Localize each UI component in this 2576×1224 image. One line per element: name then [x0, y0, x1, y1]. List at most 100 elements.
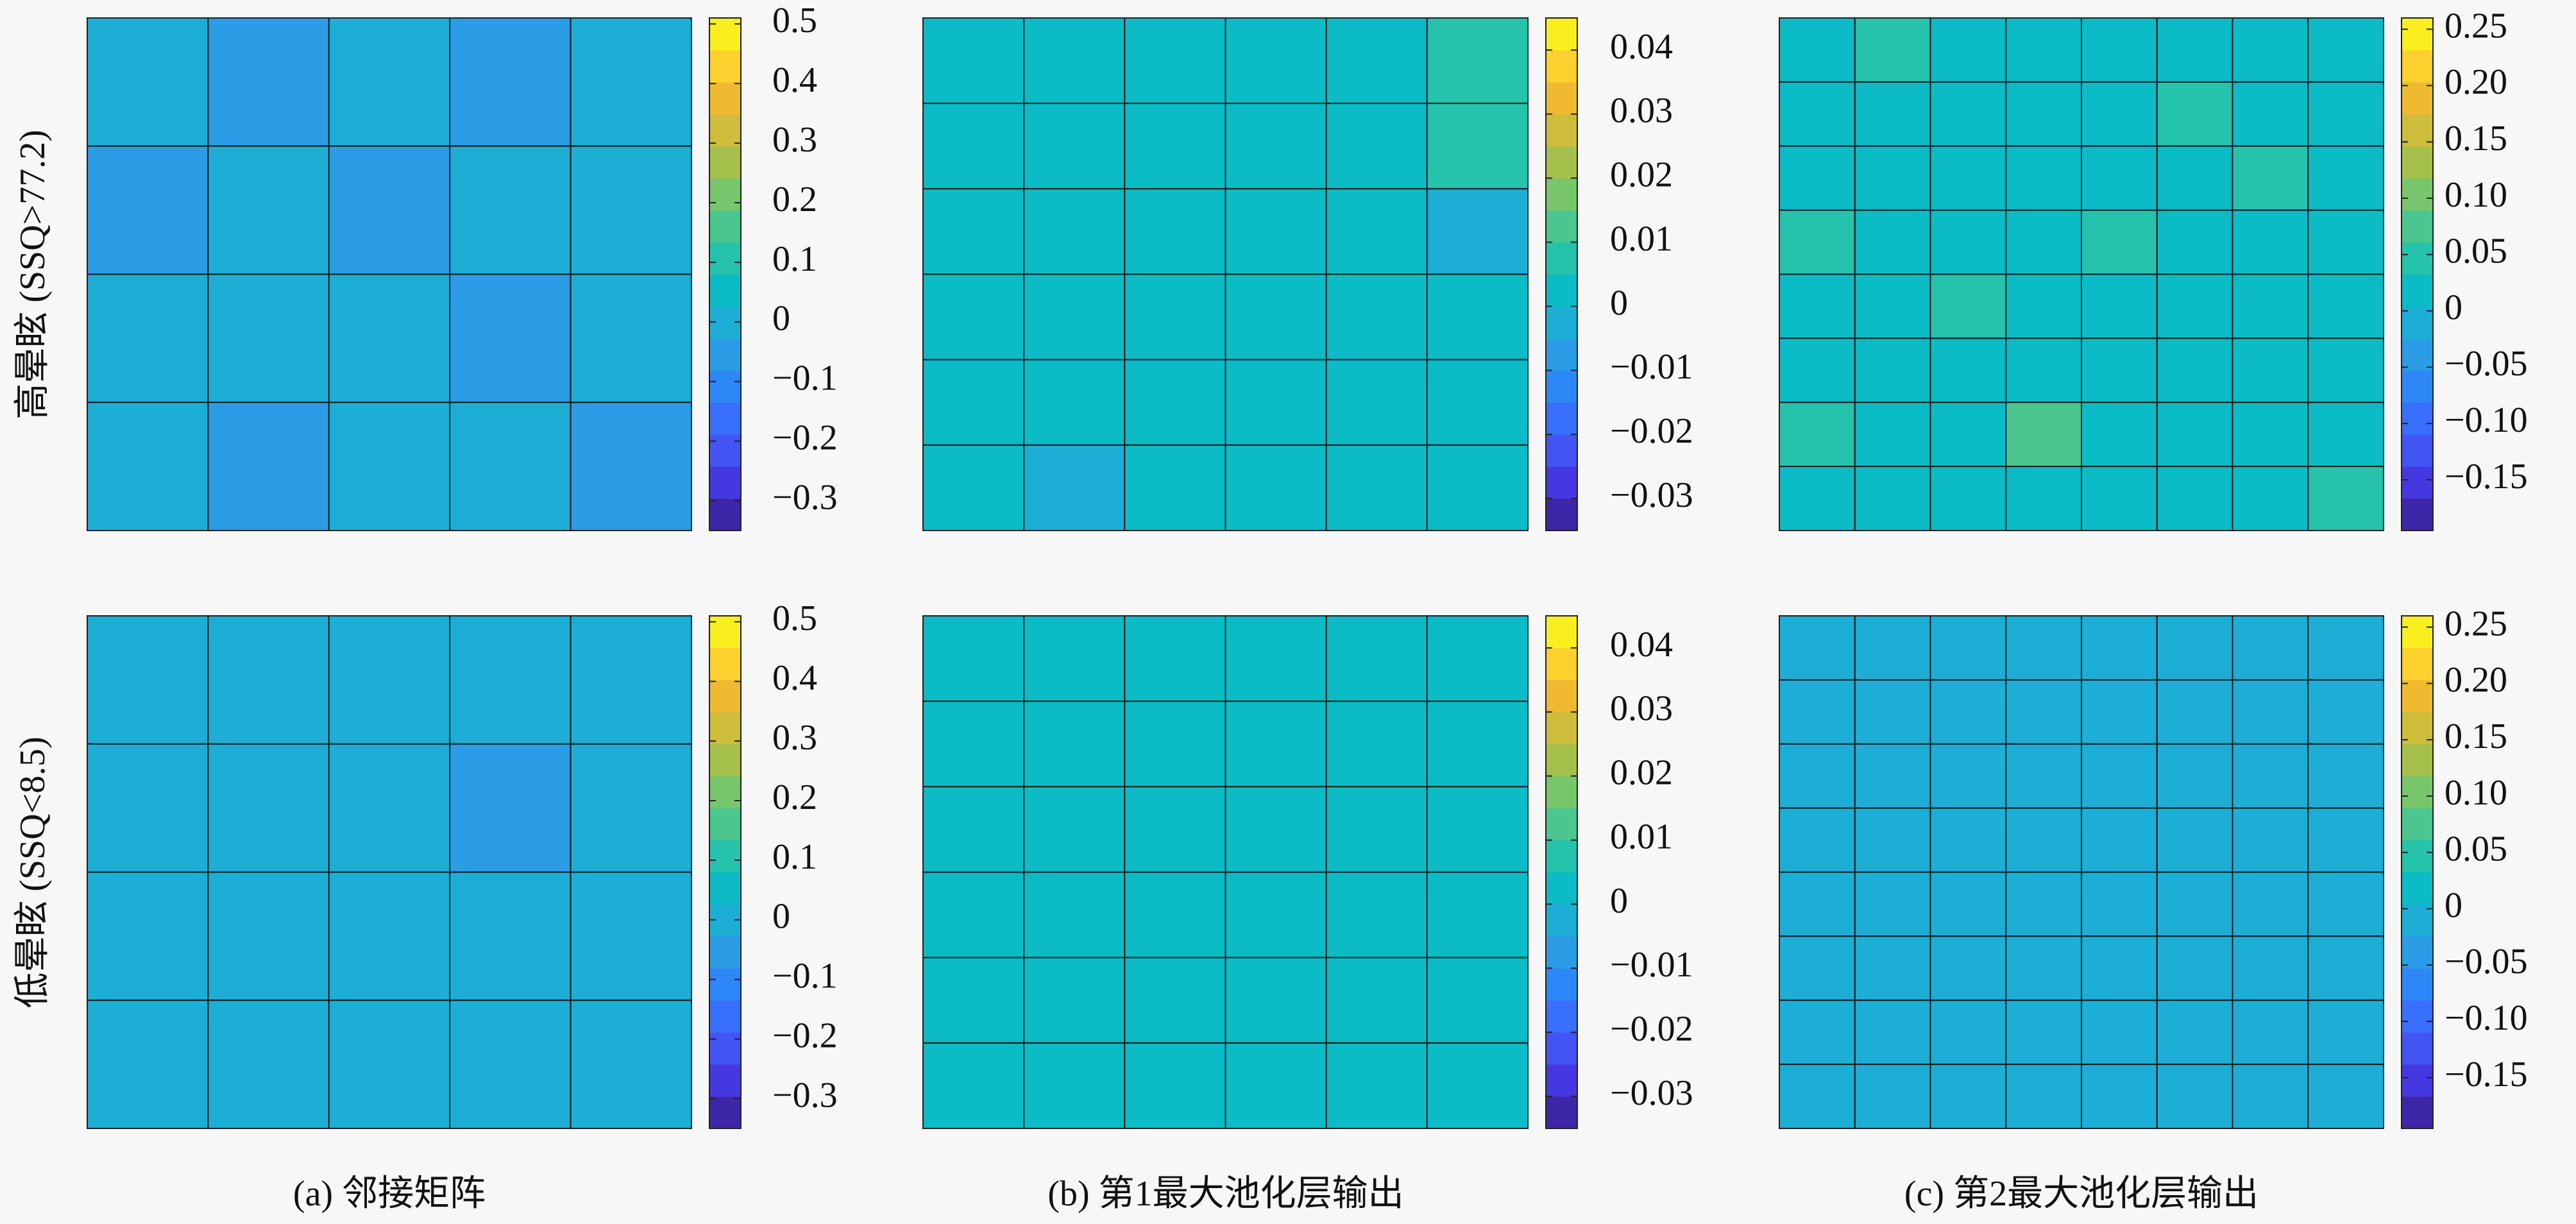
heatmap-cell — [449, 743, 572, 873]
heatmap-cell — [1426, 701, 1529, 788]
row-label: 低晕眩 (SSQ<8.5) — [13, 736, 53, 1008]
heatmap-cell — [1426, 444, 1529, 531]
heatmap-cell — [449, 17, 572, 147]
heatmap-cell — [2156, 402, 2233, 468]
heatmap-cell — [207, 145, 330, 275]
heatmap-cell — [1929, 1064, 2007, 1129]
heatmap-cell — [1325, 103, 1428, 190]
heatmap-cell — [2005, 743, 2082, 809]
colorbar-band — [2402, 274, 2433, 307]
colorbar-tick-label: −0.1 — [772, 956, 838, 996]
heatmap-cell — [1854, 679, 1931, 745]
heatmap-cell — [1929, 871, 2007, 937]
colorbar-tick-label: −0.15 — [2445, 1055, 2528, 1094]
heatmap-cell — [449, 145, 572, 275]
colorbar-band — [2402, 904, 2433, 937]
heatmap-cell — [1124, 786, 1226, 873]
colorbar-tick-label: 0.25 — [2445, 604, 2507, 643]
heatmap-cell — [1325, 1042, 1428, 1130]
colorbar-band — [1546, 178, 1577, 211]
heatmap-cell — [1426, 17, 1529, 105]
colorbar-band — [2402, 616, 2433, 649]
heatmap-cell — [87, 273, 209, 404]
colorbar-tick-label: 0.25 — [2445, 6, 2507, 46]
heatmap-cell — [1854, 402, 1931, 468]
heatmap-cell — [449, 871, 572, 1001]
heatmap-cell — [1023, 871, 1126, 958]
heatmap-cell — [1854, 807, 1931, 873]
heatmap-cell — [1929, 807, 2007, 873]
colorbar-band — [709, 210, 741, 243]
colorbar-band — [2402, 466, 2433, 499]
heatmap-cell — [2081, 1064, 2158, 1129]
colorbar-tick-label: 0.20 — [2445, 660, 2507, 700]
caption: (c) 第2最大池化层输出 — [1904, 1174, 2258, 1214]
colorbar-band — [1546, 306, 1577, 339]
heatmap-cell — [570, 145, 692, 275]
heatmap-cell — [570, 273, 692, 404]
plot-frame — [922, 615, 1529, 1129]
heatmap-cell — [1124, 188, 1226, 275]
heatmap-cell — [1023, 701, 1126, 788]
colorbar-tick-label: 0.01 — [1610, 219, 1673, 259]
heatmap-cell — [1779, 999, 1856, 1066]
colorbar-tick-label: −0.02 — [1610, 1009, 1693, 1049]
colorbar-band — [709, 18, 741, 51]
heatmap-cell — [570, 17, 692, 147]
colorbar-tick-label: 0.15 — [2445, 119, 2507, 158]
colorbar-band — [2402, 210, 2433, 243]
colorbar-band — [2402, 1064, 2433, 1097]
caption: (b) 第1最大池化层输出 — [1047, 1174, 1403, 1214]
colorbar-band — [709, 711, 741, 745]
heatmap-cell — [1426, 359, 1529, 446]
heatmap-cell — [2307, 209, 2384, 275]
heatmap-cell — [570, 999, 692, 1129]
colorbar-band — [2402, 872, 2433, 905]
heatmap-cell — [1325, 17, 1428, 105]
heatmap-cell — [2307, 273, 2384, 339]
heatmap-cell — [2156, 615, 2233, 681]
heatmap-cell — [2156, 273, 2233, 339]
heatmap-cell — [2156, 807, 2233, 873]
heatmap-cell — [922, 17, 1025, 105]
heatmap-cell — [2005, 871, 2082, 937]
heatmap-cell — [2307, 615, 2384, 681]
heatmap-cell — [449, 273, 572, 404]
heatmap-cell — [87, 999, 209, 1129]
heatmap-cell — [2156, 871, 2233, 937]
caption: (a) 邻接矩阵 — [293, 1174, 486, 1214]
heatmap-cell — [2005, 935, 2082, 1001]
heatmap-cell — [1325, 786, 1428, 873]
colorbar-band — [709, 274, 741, 307]
heatmap-cell — [2005, 807, 2082, 873]
heatmap-cell — [1224, 103, 1327, 190]
heatmap-cell — [2081, 679, 2158, 745]
colorbar-tick-label: 0 — [2445, 287, 2462, 327]
colorbar-band — [2402, 840, 2433, 872]
heatmap-cell — [2156, 679, 2233, 745]
heatmap-cell — [2005, 999, 2082, 1066]
heatmap-cell — [1929, 999, 2007, 1066]
heatmap-cell — [1779, 209, 1856, 275]
colorbar-band — [709, 81, 741, 115]
colorbar-band — [2402, 776, 2433, 809]
heatmap-cell — [328, 743, 451, 873]
heatmap-cell — [1779, 273, 1856, 339]
heatmap-cell — [2307, 1064, 2384, 1129]
heatmap-cell — [1854, 273, 1931, 339]
heatmap-cell — [922, 871, 1025, 958]
heatmap-cell — [1854, 1064, 1931, 1129]
heatmap-cell — [1023, 615, 1126, 702]
heatmap-cell — [2081, 807, 2158, 873]
colorbar-band — [709, 466, 741, 499]
colorbar-band — [709, 1032, 741, 1065]
heatmap-cell — [2232, 466, 2309, 531]
colorbar-band — [1546, 776, 1577, 809]
heatmap-cell — [2005, 17, 2082, 83]
heatmap-cell — [922, 701, 1025, 788]
heatmap-cell — [2081, 17, 2158, 83]
colorbar-tick-label: 0 — [2445, 885, 2462, 925]
colorbar-band — [2402, 936, 2433, 969]
colorbar-tick-label: −0.05 — [2445, 344, 2528, 384]
heatmap-cell — [1929, 81, 2007, 147]
